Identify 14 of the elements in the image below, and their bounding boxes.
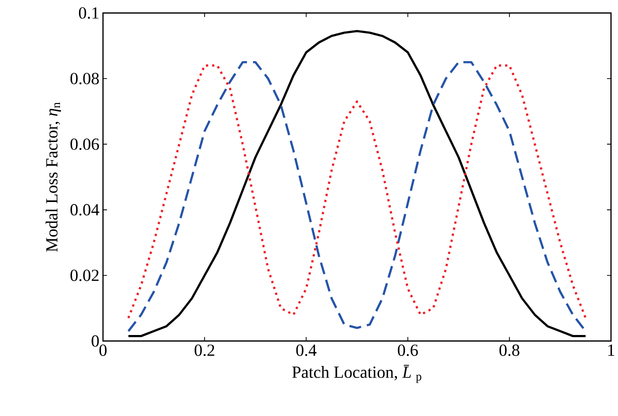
x-tick-label: 0.4 [296,344,317,356]
x-tick-label: 0.6 [398,344,418,356]
y-tick-label: 0.04 [70,204,100,216]
x-tick-label: 0.2 [194,344,214,356]
y-tick-label: 0.1 [78,7,98,19]
x-tick-label: 1 [608,344,614,356]
y-tick-label: 0.02 [70,270,99,282]
x-tick-label: 0.8 [499,344,520,356]
y-axis-title: Modal Loss Factor, η$_{n}$ [46,102,61,252]
y-tick-label: 0.06 [70,138,99,150]
x-tick-label: 0 [99,344,107,356]
x-axis-title: Patch Location, L̄$_{p}$ [292,364,422,383]
y-tick-label: 0.08 [70,72,99,84]
y-tick-label: 0 [92,335,99,347]
